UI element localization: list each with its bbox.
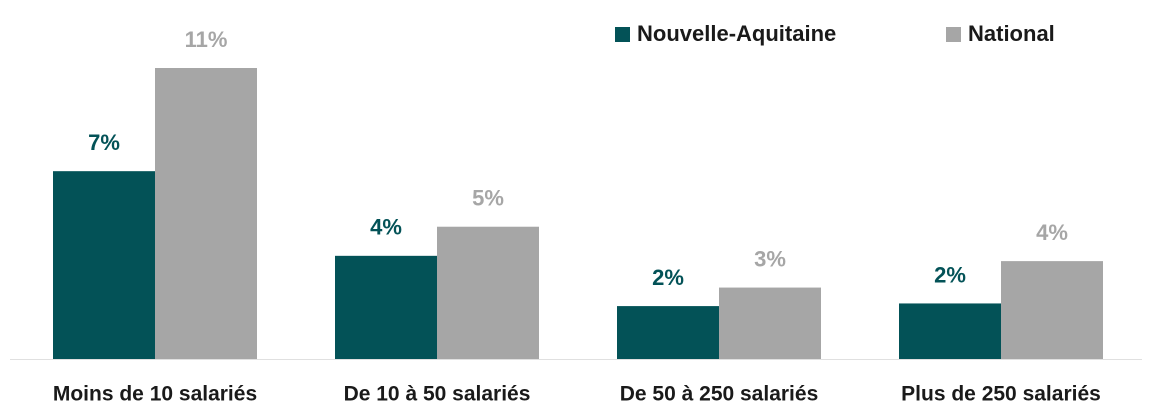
legend-swatch: [615, 27, 630, 42]
bar: [335, 255, 437, 359]
value-label: 5%: [472, 186, 504, 211]
bar: [437, 226, 539, 359]
legend-swatch: [946, 27, 961, 42]
bar: [53, 171, 155, 359]
bar: [617, 306, 719, 359]
value-label: 11%: [185, 27, 228, 52]
bar: [1001, 261, 1103, 359]
value-label: 4%: [370, 215, 402, 240]
bar: [719, 287, 821, 359]
bar: [899, 303, 1001, 359]
x-tick-label: Moins de 10 salariés: [53, 383, 257, 406]
value-label: 2%: [934, 262, 966, 287]
value-label: 2%: [652, 265, 684, 290]
value-label: 3%: [754, 246, 786, 271]
legend-label: National: [968, 21, 1055, 46]
x-tick-label: De 50 à 250 salariés: [620, 383, 819, 406]
x-tick-label: Plus de 250 salariés: [901, 383, 1101, 406]
value-label: 7%: [88, 130, 120, 155]
bar: [155, 68, 257, 359]
x-tick-label: De 10 à 50 salariés: [344, 383, 531, 406]
value-label: 4%: [1036, 220, 1068, 245]
legend-label: Nouvelle-Aquitaine: [637, 21, 836, 46]
